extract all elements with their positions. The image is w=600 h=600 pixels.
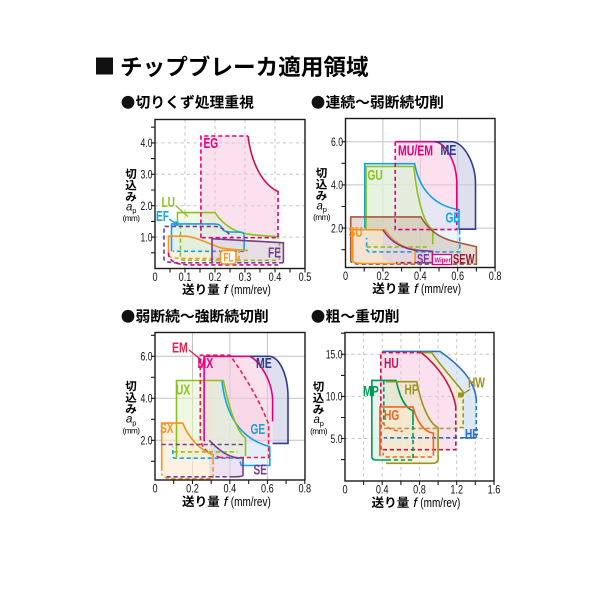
svg-text:0.8: 0.8 <box>298 482 311 496</box>
svg-text:0.8: 0.8 <box>413 483 426 497</box>
svg-text:4.0: 4.0 <box>331 178 343 192</box>
svg-text:0.4: 0.4 <box>376 483 389 497</box>
svg-text:a: a <box>126 414 132 426</box>
svg-text:f: f <box>413 495 418 510</box>
svg-text:5.0: 5.0 <box>331 432 343 446</box>
svg-text:HF: HF <box>465 427 479 443</box>
svg-text:SEW: SEW <box>453 252 475 267</box>
svg-text:4.0: 4.0 <box>141 136 153 150</box>
svg-text:6.0: 6.0 <box>141 350 153 364</box>
svg-text:a: a <box>317 200 323 212</box>
svg-text:UX: UX <box>176 383 190 399</box>
svg-text:0.8: 0.8 <box>489 269 502 283</box>
svg-text:SX: SX <box>160 421 174 437</box>
svg-text:10.0: 10.0 <box>326 390 343 404</box>
svg-text:SU: SU <box>349 225 363 241</box>
svg-text:p: p <box>132 418 136 427</box>
svg-text:GE: GE <box>446 211 461 227</box>
svg-text:(mm/rev): (mm/rev) <box>231 494 271 509</box>
svg-text:(mm): (mm) <box>313 213 331 222</box>
svg-text:LU: LU <box>162 195 176 211</box>
svg-text:p: p <box>323 205 327 214</box>
svg-text:EF: EF <box>156 209 169 225</box>
svg-text:0.6: 0.6 <box>261 482 274 496</box>
svg-text:MP: MP <box>363 384 379 400</box>
svg-text:EM: EM <box>172 341 188 357</box>
svg-text:0.4: 0.4 <box>414 269 427 283</box>
svg-text:1.6: 1.6 <box>488 483 501 497</box>
svg-text:(mm/rev): (mm/rev) <box>231 282 271 297</box>
svg-text:p: p <box>320 419 324 428</box>
svg-text:0.1: 0.1 <box>179 270 192 284</box>
svg-text:ME: ME <box>256 356 272 372</box>
svg-text:0.4: 0.4 <box>224 482 237 496</box>
svg-text:HW: HW <box>468 376 485 392</box>
svg-text:6.0: 6.0 <box>331 135 343 149</box>
svg-text:0: 0 <box>152 482 157 496</box>
svg-text:ME: ME <box>441 143 457 159</box>
svg-text:(mm): (mm) <box>123 426 141 435</box>
svg-text:0.6: 0.6 <box>451 269 464 283</box>
svg-text:f: f <box>414 281 419 296</box>
svg-text:p: p <box>132 206 136 215</box>
svg-text:SE: SE <box>254 463 268 479</box>
svg-text:2.0: 2.0 <box>141 199 153 213</box>
svg-text:(mm): (mm) <box>310 427 328 436</box>
svg-text:a: a <box>314 414 320 426</box>
svg-text:0: 0 <box>342 483 347 497</box>
svg-text:f: f <box>224 494 229 509</box>
svg-text:15.0: 15.0 <box>326 348 343 362</box>
svg-text:0.3: 0.3 <box>239 270 252 284</box>
svg-text:0: 0 <box>343 269 348 283</box>
svg-text:0.2: 0.2 <box>377 269 390 283</box>
svg-text:MX: MX <box>198 356 214 372</box>
svg-text:0.5: 0.5 <box>299 270 312 284</box>
svg-text:HU: HU <box>384 356 399 372</box>
svg-text:(mm/rev): (mm/rev) <box>420 495 460 510</box>
svg-text:f: f <box>224 282 229 297</box>
svg-text:FE: FE <box>268 246 281 262</box>
svg-text:2.0: 2.0 <box>331 221 343 235</box>
svg-text:1.0: 1.0 <box>141 230 153 244</box>
svg-text:GU: GU <box>368 168 383 184</box>
svg-text:2.0: 2.0 <box>141 434 153 448</box>
svg-text:a: a <box>126 201 132 213</box>
svg-text:0.2: 0.2 <box>186 482 199 496</box>
svg-text:(mm): (mm) <box>123 214 141 223</box>
svg-text:HG: HG <box>384 408 399 424</box>
svg-text:1.2: 1.2 <box>450 483 463 497</box>
svg-text:SE: SE <box>417 252 430 267</box>
svg-text:FL: FL <box>224 253 234 265</box>
svg-text:EG: EG <box>204 136 219 152</box>
svg-text:(mm/rev): (mm/rev) <box>421 281 461 296</box>
svg-text:HP: HP <box>405 383 419 399</box>
svg-text:0.2: 0.2 <box>209 270 222 284</box>
svg-text:GE: GE <box>251 422 266 438</box>
svg-text:Wiper: Wiper <box>435 255 451 264</box>
svg-text:0: 0 <box>152 270 157 284</box>
svg-text:MU/EM: MU/EM <box>398 144 433 160</box>
svg-text:0.4: 0.4 <box>269 270 282 284</box>
svg-text:3.0: 3.0 <box>141 168 153 182</box>
svg-text:4.0: 4.0 <box>141 392 153 406</box>
